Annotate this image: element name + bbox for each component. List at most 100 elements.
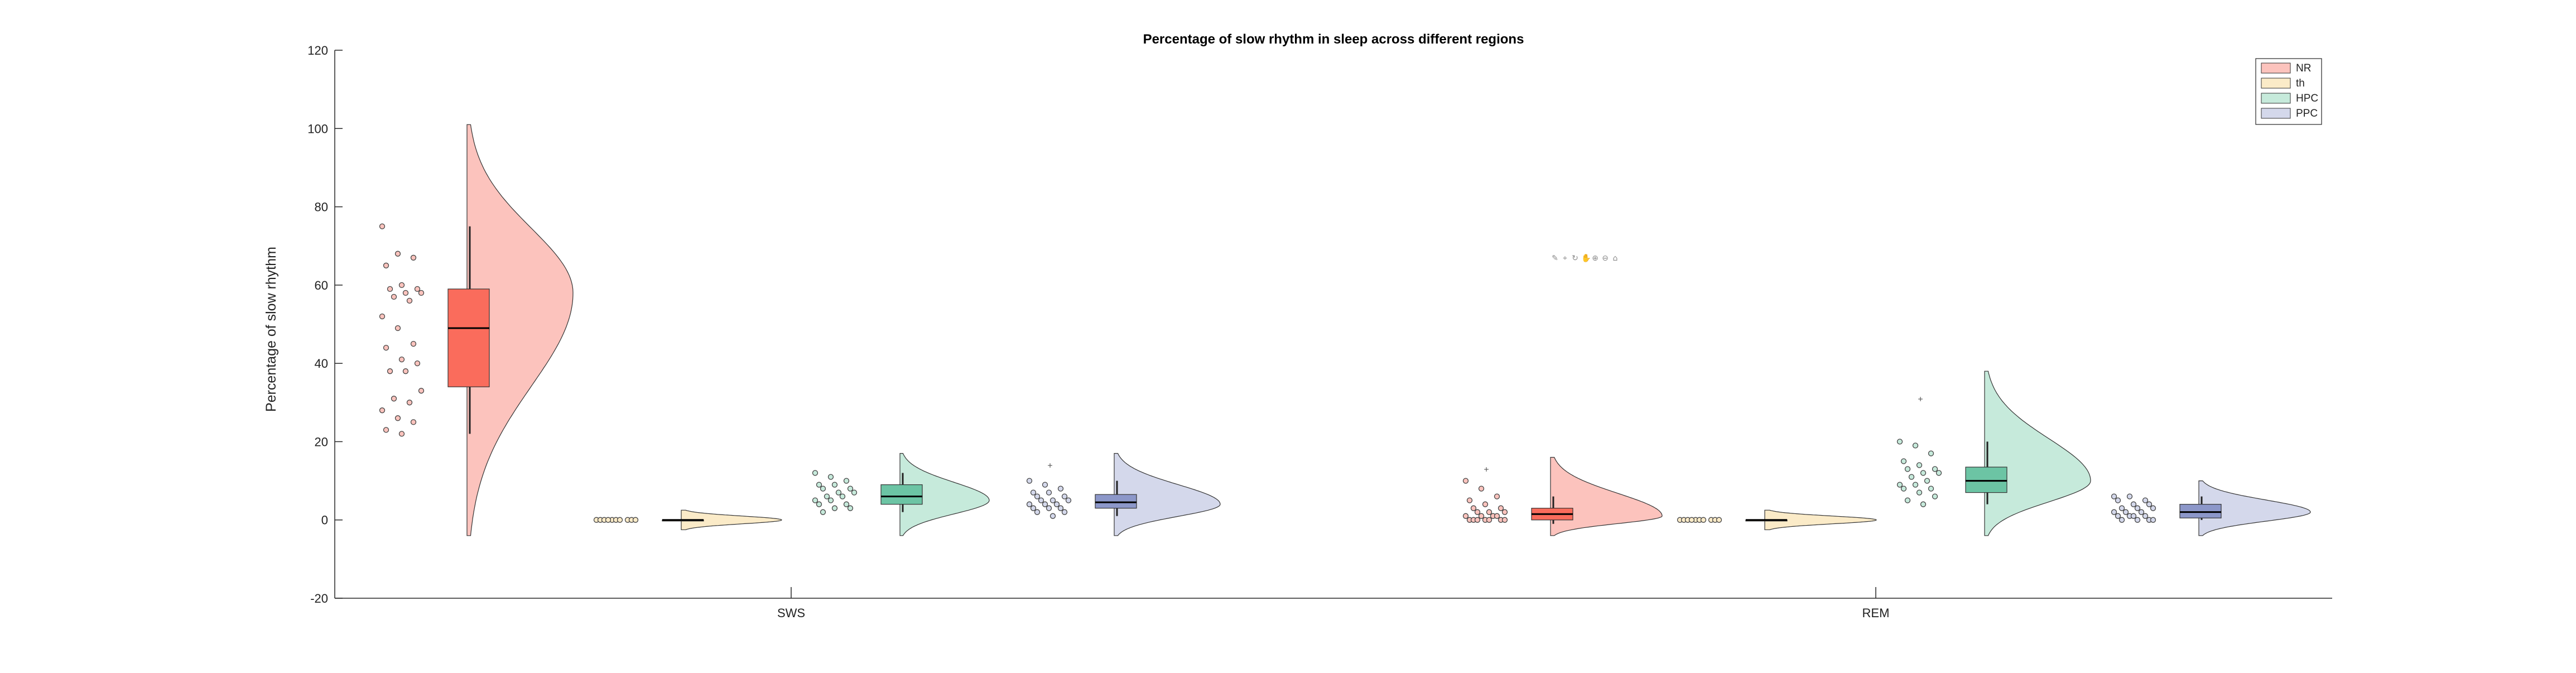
legend: NR th HPC PPC	[2255, 58, 2322, 125]
axes-toolbar: ✎ ⌖ ↻ ✋ ⊕ ⊖ ⌂	[1551, 254, 1619, 262]
data-point	[1494, 493, 1500, 499]
data-point	[387, 286, 393, 292]
rotate-icon[interactable]: ↻	[1572, 254, 1578, 263]
violin	[1114, 453, 1221, 536]
x-tick-label-rem: REM	[1862, 606, 1890, 620]
data-point	[1462, 478, 1469, 484]
y-axis-label: Percentage of slow rhythm	[263, 247, 279, 412]
data-point	[383, 427, 389, 433]
data-point	[1912, 443, 1919, 449]
data-point	[1046, 489, 1052, 496]
box	[1095, 494, 1137, 509]
data-point	[1900, 458, 1907, 464]
data-point	[1494, 513, 1500, 519]
data-point	[605, 517, 612, 523]
data-point	[1904, 497, 1911, 503]
data-point	[827, 474, 834, 480]
data-point	[1920, 470, 1927, 476]
data-point	[831, 482, 838, 488]
data-point	[383, 262, 389, 268]
data-point	[2115, 497, 2121, 503]
data-point	[2142, 513, 2149, 519]
data-point	[812, 497, 818, 503]
data-point	[402, 368, 409, 374]
data-point	[1038, 497, 1044, 503]
data-point	[410, 340, 417, 347]
data-point	[1498, 505, 1504, 511]
cloud-hpc-sws	[812, 453, 990, 536]
legend-label-nr: NR	[2296, 63, 2311, 74]
box	[1965, 467, 2007, 493]
data-point	[1501, 517, 1508, 523]
data-point	[839, 493, 846, 499]
plot-area: + + +	[379, 124, 2311, 536]
data-point	[1900, 485, 1907, 492]
data-point	[402, 290, 409, 296]
data-point	[1486, 517, 1492, 523]
zoom-in-icon[interactable]: ⊕	[1592, 254, 1598, 263]
data-point	[1061, 509, 1068, 515]
brush-icon[interactable]: ✎	[1552, 254, 1558, 263]
data-point	[1030, 505, 1037, 511]
data-point	[1920, 501, 1927, 507]
data-point	[2118, 505, 2125, 511]
data-point	[1474, 517, 1481, 523]
data-point	[1046, 505, 1052, 511]
data-point	[2150, 517, 2156, 523]
data-point	[835, 489, 842, 496]
data-point	[1462, 513, 1469, 519]
data-point	[1466, 497, 1473, 503]
y-tick-label: -20	[310, 592, 328, 605]
data-point	[617, 517, 623, 523]
data-point	[843, 501, 850, 507]
data-point	[406, 297, 413, 304]
box	[880, 484, 923, 505]
data-point	[2111, 509, 2117, 515]
data-point	[1908, 474, 1915, 480]
data-point	[1896, 439, 1903, 445]
violin	[681, 509, 782, 530]
data-point	[2150, 505, 2156, 511]
y-tick-label: 80	[315, 200, 328, 214]
data-point	[379, 407, 386, 414]
box	[447, 289, 490, 387]
legend-swatch-ppc	[2261, 108, 2291, 119]
data-point	[847, 485, 854, 492]
data-point	[1026, 501, 1033, 507]
data-point	[2130, 501, 2137, 507]
data-point	[391, 294, 397, 300]
data-point	[1904, 466, 1911, 472]
zoom-out-icon[interactable]: ⊖	[1602, 254, 1609, 263]
data-point	[1026, 478, 1033, 484]
violin	[1984, 371, 2091, 536]
data-point	[1924, 478, 1930, 484]
data-point	[394, 325, 401, 331]
data-point	[1935, 470, 1942, 476]
data-point	[812, 470, 818, 476]
data-point	[827, 497, 834, 503]
cloud-ppc-sws: +	[1026, 453, 1221, 536]
datatip-icon[interactable]: ⌖	[1563, 254, 1567, 263]
home-icon[interactable]: ⌂	[1612, 254, 1618, 263]
data-point	[2134, 517, 2141, 523]
data-point	[820, 509, 826, 515]
data-point	[847, 505, 854, 511]
data-point	[1486, 509, 1492, 515]
pan-icon[interactable]: ✋	[1581, 254, 1591, 263]
data-point	[398, 356, 405, 363]
data-point	[1478, 513, 1485, 519]
data-point	[2115, 513, 2121, 519]
data-point	[816, 501, 822, 507]
data-point	[1482, 501, 1489, 507]
data-point	[820, 485, 826, 492]
data-point	[816, 482, 822, 488]
data-point	[1932, 466, 1938, 472]
data-point	[1042, 482, 1048, 488]
data-point	[1700, 517, 1707, 523]
data-point	[391, 396, 397, 402]
data-point	[2142, 497, 2149, 503]
data-point	[2138, 509, 2145, 515]
data-point	[1916, 462, 1923, 468]
cloud-th-sws	[593, 509, 782, 530]
cloud-ppc-rem	[2111, 480, 2311, 536]
